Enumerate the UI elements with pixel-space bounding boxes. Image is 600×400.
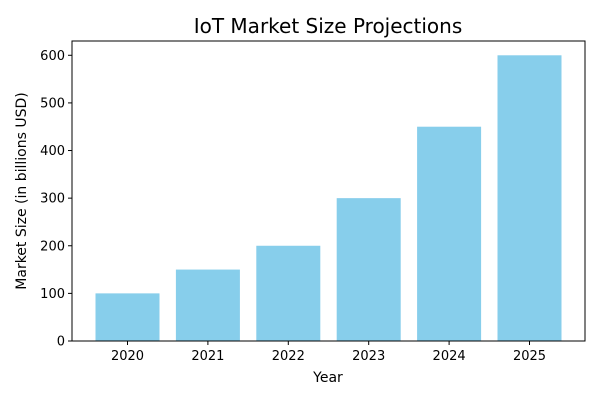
x-axis: 2020 2021 2022 2023 2024 2025: [111, 341, 546, 364]
bar-2022: [256, 245, 321, 341]
x-axis-label: Year: [312, 370, 343, 386]
x-tick-label-2022: 2022: [272, 349, 305, 364]
plot-frame: [71, 40, 586, 342]
bar-2021: [175, 269, 240, 341]
bars-group: [95, 55, 562, 342]
x-tick-label-2023: 2023: [352, 349, 385, 364]
x-tick-label-2024: 2024: [433, 349, 466, 364]
y-tick-label-100: 100: [40, 287, 65, 302]
y-tick-label-200: 200: [40, 239, 65, 254]
y-tick-label-400: 400: [40, 144, 65, 159]
bar-2023: [336, 198, 401, 341]
y-tick-label-500: 500: [40, 96, 65, 111]
x-tick-label-2025: 2025: [513, 349, 546, 364]
bar-2025: [497, 55, 562, 341]
y-axis: 0 100 200 300 400 500 600: [40, 49, 72, 350]
chart-title: IoT Market Size Projections: [194, 14, 463, 38]
x-tick-label-2021: 2021: [191, 349, 224, 364]
x-tick-label-2020: 2020: [111, 349, 144, 364]
y-tick-label-600: 600: [40, 49, 65, 64]
y-tick-label-0: 0: [57, 335, 65, 350]
bar-2020: [95, 293, 160, 341]
y-axis-label: Market Size (in billions USD): [14, 92, 30, 289]
bar-2024: [417, 126, 482, 342]
y-tick-label-300: 300: [40, 192, 65, 207]
